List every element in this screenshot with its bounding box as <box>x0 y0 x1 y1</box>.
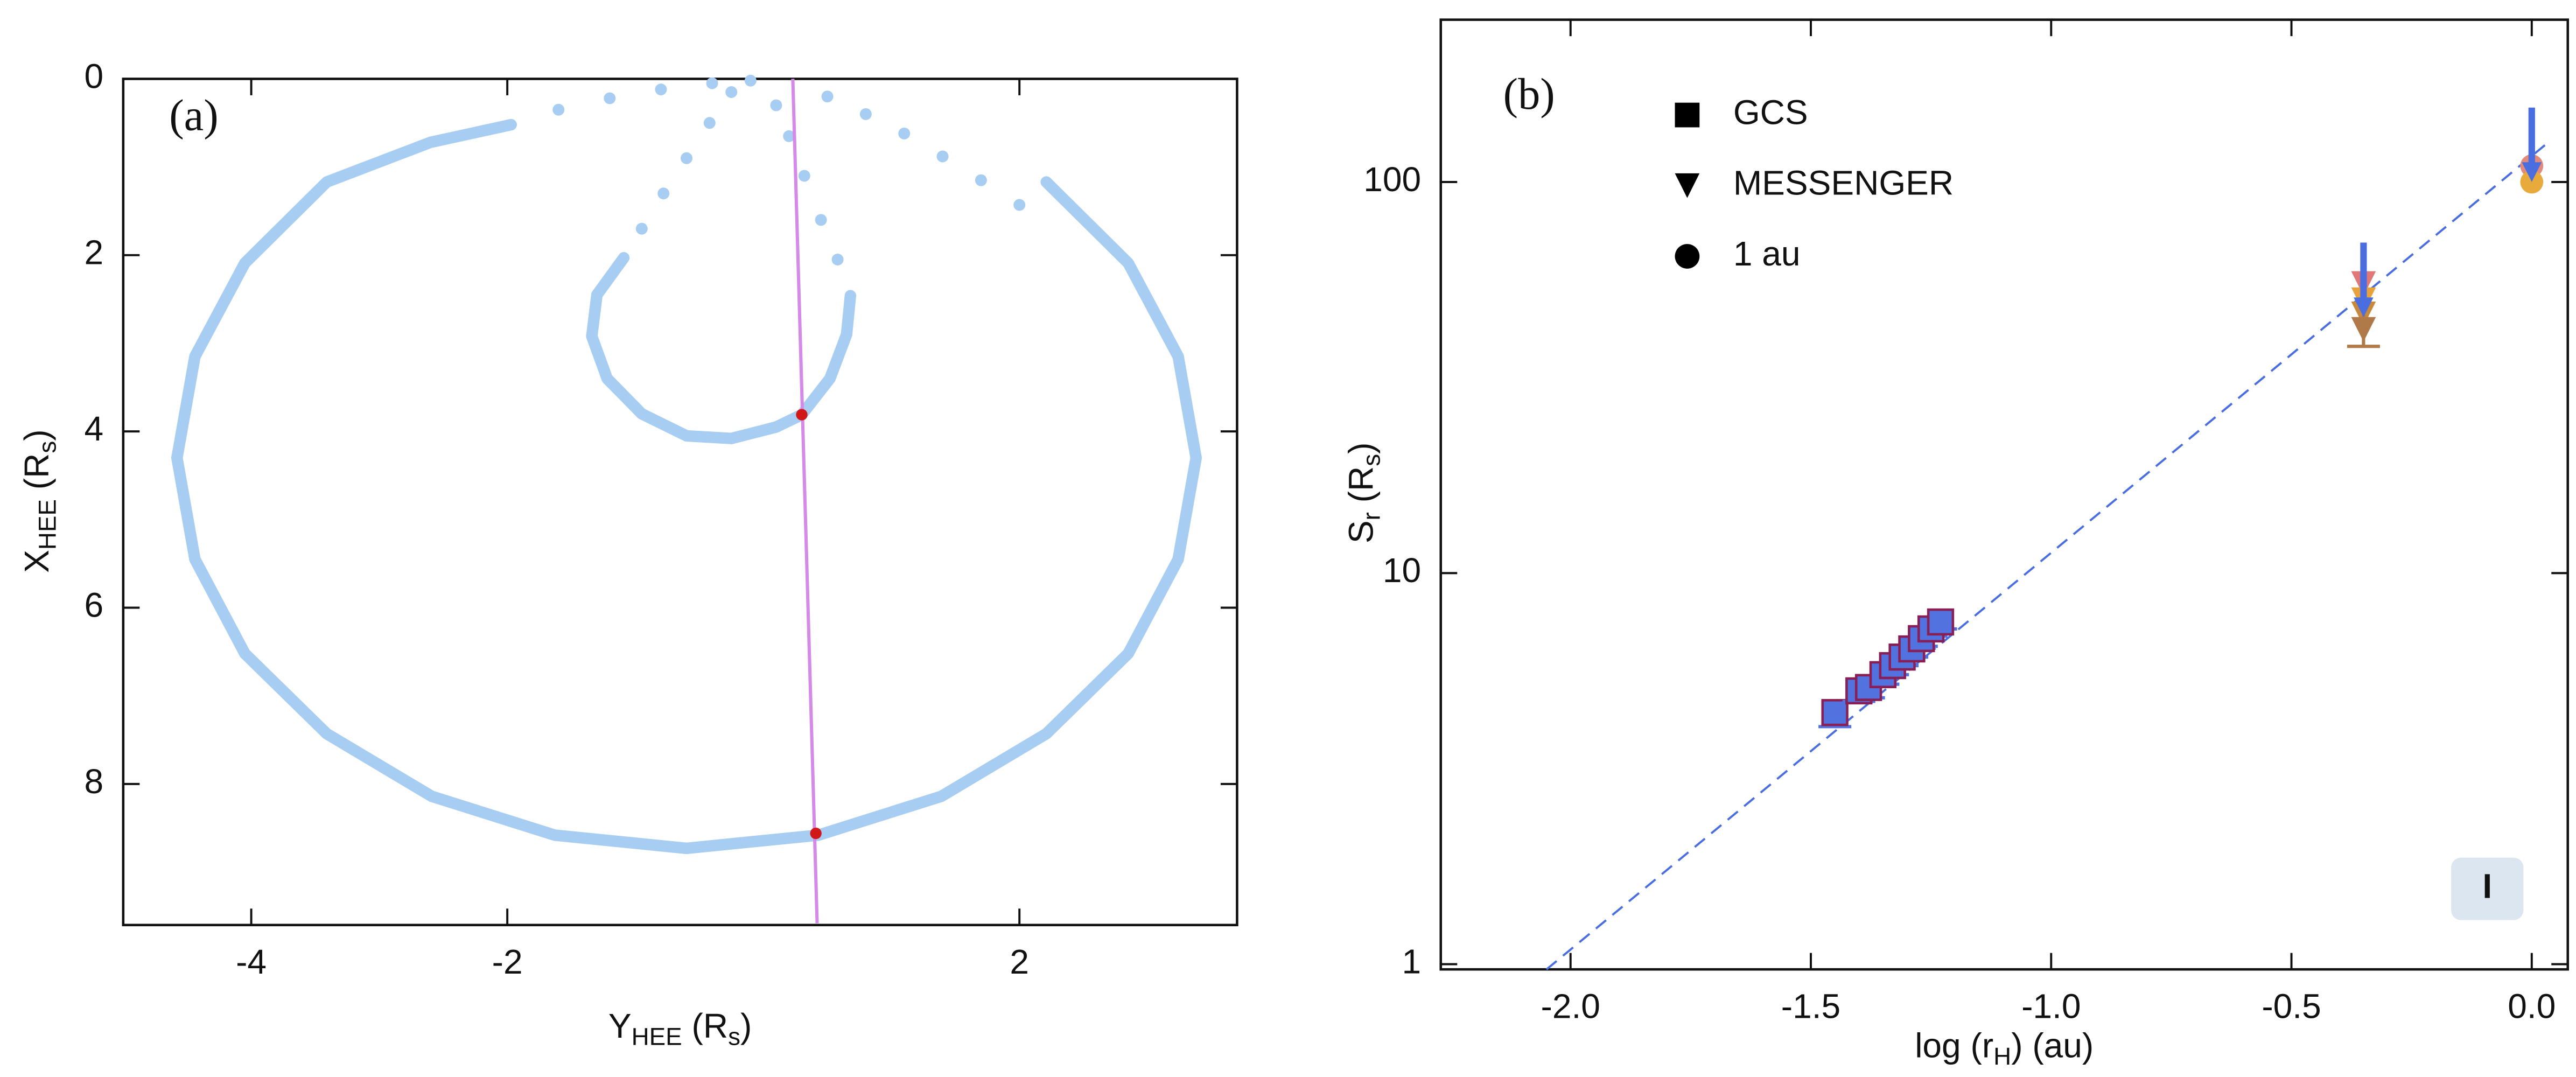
curve-dot <box>859 108 872 120</box>
curve-dot <box>831 254 844 265</box>
x-axis-label-part: Y <box>608 1006 632 1045</box>
y-tick-label: 1 <box>1402 942 1421 981</box>
x-axis-label-part: ) <box>740 1006 752 1045</box>
x-axis-label-part: s <box>728 1023 740 1050</box>
marker <box>1675 102 1700 128</box>
y-axis-label-part: X <box>17 550 56 573</box>
panel-label: (b) <box>1503 69 1555 118</box>
fit-line <box>1545 143 2547 970</box>
curve-dot <box>936 150 949 163</box>
legend-label: MESSENGER <box>1733 164 1954 202</box>
plot-frame <box>122 78 1238 927</box>
y-axis-label-part: s <box>1358 454 1385 466</box>
y-tick-label: 8 <box>85 762 104 801</box>
curve-dot <box>821 90 834 103</box>
curve-dot <box>770 99 782 111</box>
curve <box>171 118 1202 855</box>
y-axis-label: XHEE (Rs) <box>17 429 61 572</box>
y-axis-label-part: ) <box>1341 443 1380 454</box>
y-axis-label-part: HEE <box>34 499 61 550</box>
y-axis-label-part: s <box>34 441 61 453</box>
y-tick-label: 10 <box>1383 551 1421 590</box>
point <box>810 827 822 840</box>
y-axis-label: Sr (Rs) <box>1341 443 1385 544</box>
curve-dot <box>703 117 716 129</box>
curve-dot <box>798 170 810 182</box>
marker <box>2520 170 2544 194</box>
x-tick-label: -1.5 <box>1781 987 1840 1025</box>
x-axis-label-part: log (r <box>1915 1026 1993 1065</box>
curve-dot <box>725 86 738 98</box>
y-tick-label: 2 <box>85 233 104 272</box>
curve <box>586 252 857 444</box>
line <box>791 79 819 924</box>
y-tick-label: 6 <box>85 585 104 624</box>
curve-dot <box>552 103 565 116</box>
marker <box>1927 608 1955 636</box>
y-axis-label-part: ) <box>17 429 56 440</box>
legend-label: GCS <box>1733 93 1808 131</box>
curve-dot <box>815 214 827 226</box>
x-axis-label: log (rH) (au) <box>1915 1026 2094 1070</box>
badge <box>2451 857 2524 920</box>
arrow-head <box>2354 297 2374 318</box>
marker <box>1675 244 1700 269</box>
x-axis-label-part: ) (au) <box>2011 1026 2094 1065</box>
y-axis-label-part: (R <box>1341 466 1380 512</box>
y-tick-label: 4 <box>85 409 104 448</box>
curve-dot <box>744 74 757 87</box>
panel-label: (a) <box>169 91 218 140</box>
x-tick-label: -2.0 <box>1541 987 1600 1025</box>
x-axis-label: YHEE (Rs) <box>608 1006 752 1050</box>
point <box>796 409 808 421</box>
curve-dot <box>681 152 692 164</box>
legend-label: 1 au <box>1733 234 1801 273</box>
arrow-head <box>2522 162 2542 182</box>
curve-dot <box>657 187 670 200</box>
curve-dot <box>604 92 616 104</box>
curve-dot <box>655 83 667 96</box>
curve-dot <box>783 130 795 142</box>
badge-label: I <box>2482 867 2492 906</box>
curve-dot <box>635 222 648 235</box>
x-axis-label-part: H <box>1993 1043 2011 1070</box>
y-tick-label: 0 <box>85 57 104 95</box>
curve-dot <box>898 127 911 139</box>
marker <box>1821 699 1849 726</box>
y-axis-label-part: r <box>1358 512 1385 520</box>
marker <box>2351 317 2376 342</box>
y-tick-label: 100 <box>1363 160 1421 199</box>
x-axis-label-part: HEE <box>632 1023 682 1050</box>
curve-dot <box>1013 199 1026 211</box>
curve-dot <box>706 77 718 89</box>
x-tick-label: 2 <box>1010 942 1029 981</box>
plot-frame <box>1439 18 2570 971</box>
x-tick-label: -4 <box>236 942 267 981</box>
y-axis-label-part: S <box>1341 520 1380 543</box>
marker <box>1675 173 1700 198</box>
x-tick-label: -0.5 <box>2262 987 2321 1025</box>
x-tick-label: -1.0 <box>2021 987 2081 1025</box>
x-tick-label: -2 <box>492 942 523 981</box>
curve-dot <box>975 174 987 186</box>
x-tick-label: 0.0 <box>2508 987 2556 1025</box>
x-axis-label-part: (R <box>682 1006 728 1045</box>
y-axis-label-part: (R <box>17 453 56 499</box>
